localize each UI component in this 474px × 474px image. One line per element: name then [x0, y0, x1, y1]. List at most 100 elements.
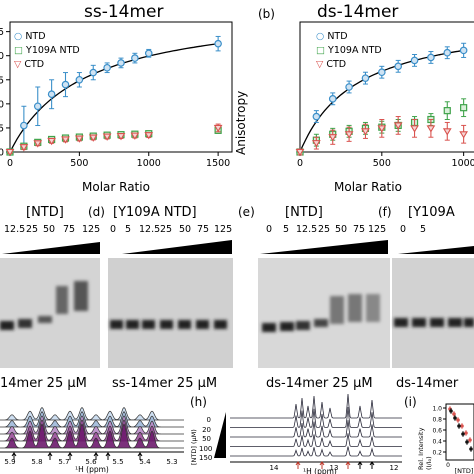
y-tick-label: 10	[0, 99, 4, 110]
y-tick-label: 0	[0, 148, 4, 159]
nmr-spectrum-trace	[0, 411, 184, 428]
legend-marker-y109a: □	[14, 45, 23, 56]
panel-label-i: (i)	[404, 395, 417, 409]
x-tick-label: 500	[70, 158, 88, 169]
gel-band	[366, 294, 380, 322]
h-conc-list: 0 20 50 100 150	[199, 416, 213, 464]
peak-arrow	[105, 452, 111, 460]
nmr-spectrum-trace	[230, 420, 402, 438]
data-point-ntd	[61, 80, 70, 89]
x-tick-label: 5.3	[166, 458, 177, 466]
peak-arrow	[47, 452, 53, 460]
right-chart-title: ds-14mer	[317, 2, 399, 22]
data-point	[464, 431, 468, 435]
legend-marker-ntd: ○	[14, 31, 23, 42]
legend-marker-ctd: ▽	[14, 59, 22, 70]
x-tick-label: 0	[297, 158, 303, 169]
x-tick-label: 1500	[206, 158, 230, 169]
nmr-spectrum-trace	[230, 393, 402, 419]
y-tick-label: 25	[0, 27, 4, 38]
peak-arrow	[345, 461, 351, 469]
data-point-ctd	[144, 132, 154, 140]
data-point	[449, 409, 453, 413]
gel-band	[126, 320, 139, 329]
data-point-ntd	[378, 68, 386, 77]
x-tick-label: 500	[373, 158, 391, 169]
data-point-ctd	[19, 144, 29, 152]
data-point-ctd	[130, 132, 140, 140]
data-point-ctd	[393, 122, 403, 130]
data-point-ctd	[361, 128, 370, 136]
data-point-ctd	[102, 133, 112, 141]
gel-band	[430, 318, 444, 327]
gel-band	[330, 296, 344, 324]
y-tick-label: 1.0	[432, 406, 442, 413]
gel-band	[280, 322, 294, 331]
nmr-spectrum-trace	[0, 415, 184, 435]
ds14mer-chart: 0 500 1000	[295, 21, 474, 169]
panel-label-e: (e)	[238, 205, 255, 219]
conc-label: 125	[82, 224, 101, 235]
gel-band	[214, 320, 227, 329]
legend-marker-ctd: ▽	[316, 59, 324, 70]
data-point-ctd	[459, 131, 469, 139]
conc-label: 5	[420, 224, 427, 235]
data-point-ntd	[427, 53, 435, 62]
data-point-ctd	[311, 140, 321, 148]
x-tick-label: 5.5	[112, 458, 123, 466]
y-tick-label: 0.2	[432, 450, 442, 457]
peak-arrow	[357, 461, 363, 469]
x-tick-label: 1000	[137, 158, 161, 169]
conc-label: 50	[179, 224, 192, 235]
data-point-y109a	[443, 107, 451, 115]
data-point-ctd	[47, 137, 56, 146]
nmr-spectra-h: 14 13 12 ¹H (ppm)	[214, 393, 402, 474]
data-point-ntd	[345, 83, 353, 91]
x-tick-label: 0	[446, 462, 450, 469]
data-point-ntd	[117, 59, 125, 67]
x-tick-label: 14	[270, 464, 279, 472]
left-chart-title: ss-14mer	[84, 2, 164, 22]
gel-band	[314, 319, 328, 327]
nmr-spectrum-trace	[0, 407, 184, 421]
legend-y109a: Y109A NTD	[328, 45, 382, 56]
x-axis-label: ¹H (ppm)	[75, 465, 109, 474]
conc-label: 50	[43, 224, 56, 235]
data-point-ntd	[131, 54, 139, 62]
ss14mer-chart: 0 500 1000 1500 0 5 10 15 20 25	[0, 21, 233, 169]
data-point	[453, 416, 457, 420]
conc-label: 125	[368, 224, 387, 235]
gel-caption-c: 14mer 25 μM	[0, 376, 87, 391]
data-point-ctd	[75, 135, 84, 143]
gel-band	[348, 294, 362, 322]
gel-panel-f	[392, 258, 474, 368]
conc-label: 25	[318, 224, 331, 235]
right-xlabel: Molar Ratio	[334, 180, 402, 194]
gel-band	[196, 320, 209, 329]
data-point-ntd	[47, 90, 56, 99]
gel-band	[296, 321, 310, 330]
peak-arrow	[369, 461, 375, 469]
peak-arrow	[93, 452, 99, 460]
h-conc-label: 100	[199, 444, 213, 453]
h-conc-label: 150	[199, 454, 213, 462]
data-point-ctd	[328, 134, 338, 142]
plot-frame	[299, 21, 474, 153]
data-point-ntd	[20, 121, 28, 130]
conc-label: 75	[353, 224, 366, 235]
gel-c-conc: 12.5 25 50 75 125	[0, 224, 100, 236]
data-point-ntd	[75, 75, 84, 84]
y-tick-label: 0.6	[432, 428, 442, 435]
gel-band	[394, 318, 408, 327]
x-tick-label: 12	[390, 464, 399, 472]
data-point-ctd	[88, 134, 98, 142]
gel-e-header: [NTD]	[285, 205, 323, 220]
conc-label: 12.5	[139, 224, 161, 235]
conc-label: 75	[63, 224, 76, 235]
h-conc-label: 50	[202, 435, 211, 443]
data-point-ntd	[459, 46, 468, 55]
data-point-ntd	[328, 95, 337, 103]
x-tick-label: 13	[330, 464, 339, 472]
conc-label: 0	[400, 224, 407, 235]
legend-y109a: Y109A NTD	[26, 45, 80, 56]
